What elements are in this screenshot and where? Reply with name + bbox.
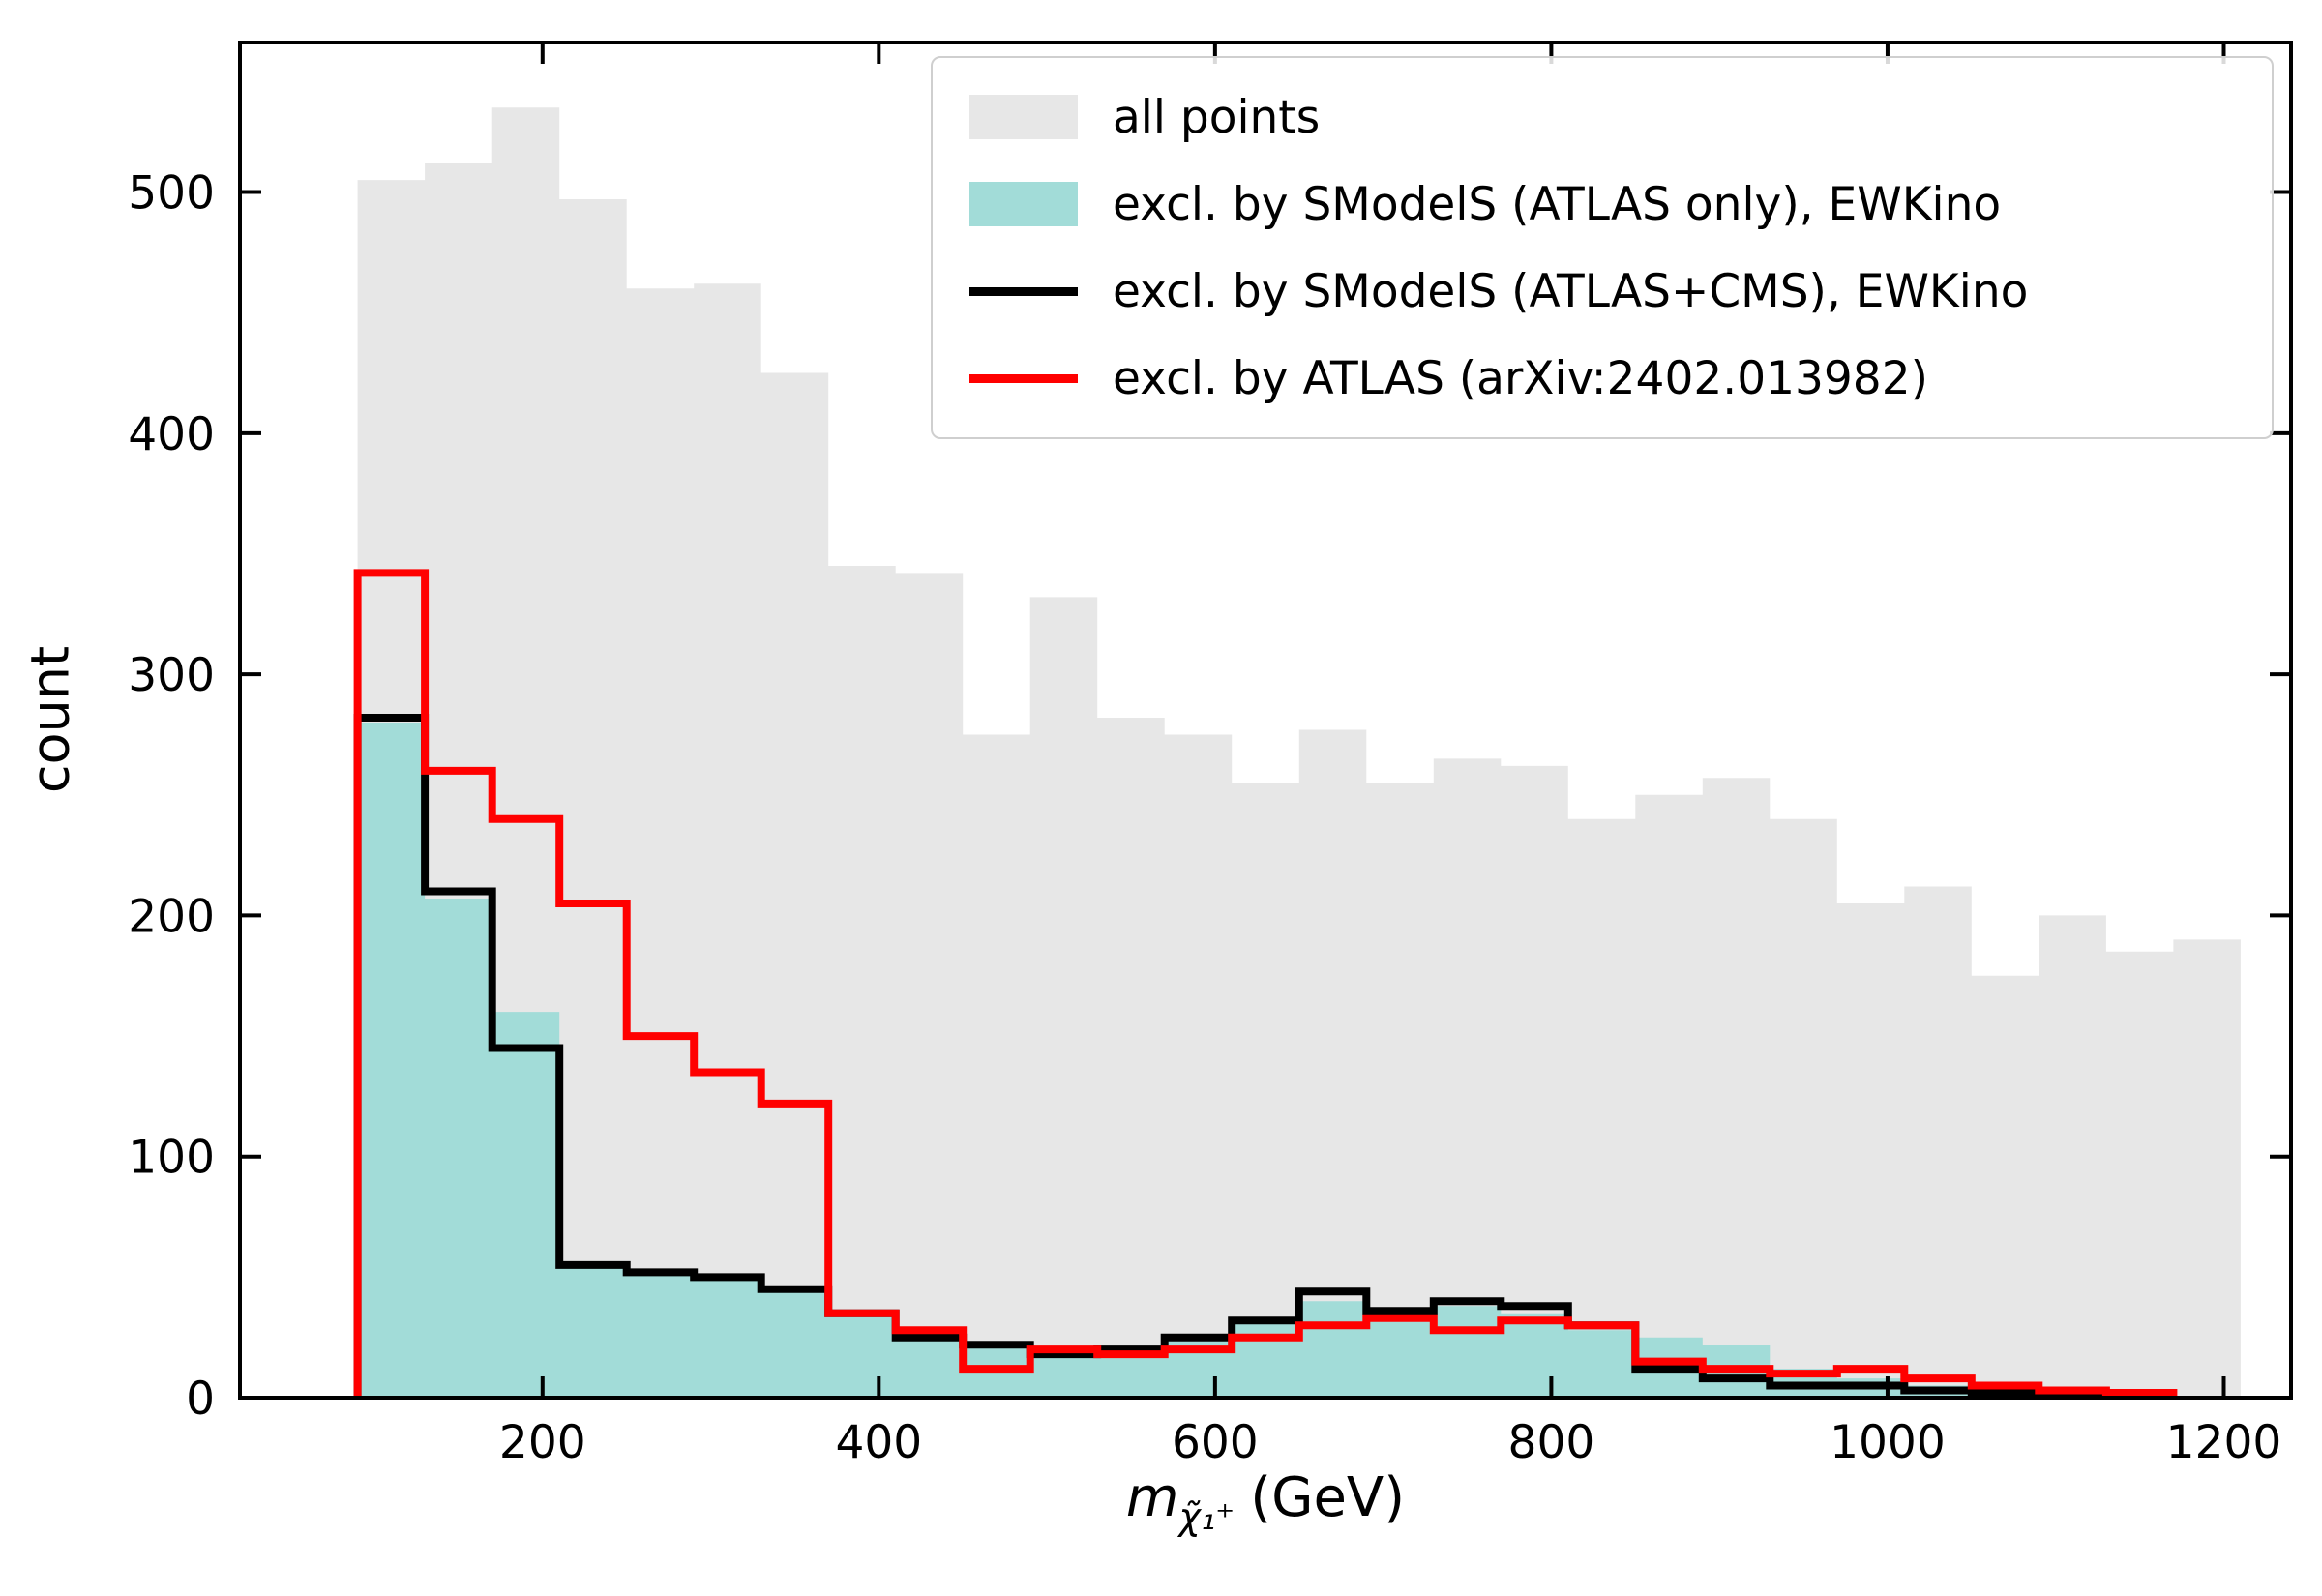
x-axis-label: mχ̃₁⁺ (GeV): [240, 1466, 2291, 1538]
legend-entry-all-points: all points: [969, 81, 2235, 153]
y-tick-label: 100: [128, 1132, 215, 1185]
legend-entry-smodels-atlas-only: excl. by SModelS (ATLAS only), EWKino: [969, 168, 2235, 240]
legend-swatch-smodels-atlas-only: [969, 182, 1078, 226]
x-axis-label-variable: m: [1125, 1466, 1179, 1529]
x-tick-label: 200: [499, 1416, 586, 1469]
y-tick-label: 0: [186, 1373, 215, 1426]
x-tick-label: 1000: [1830, 1416, 1946, 1469]
line-excl-atlas: [353, 569, 2178, 1398]
legend-swatch-all-points: [969, 95, 1078, 139]
y-axis-label: count: [19, 645, 81, 794]
x-axis-label-unit: (GeV): [1250, 1466, 1406, 1529]
x-tick-label: 1200: [2166, 1416, 2282, 1469]
legend-label-atlas-arxiv: excl. by ATLAS (arXiv:2402.013982): [1113, 351, 1928, 405]
x-axis-label-subscript: χ̃₁⁺: [1178, 1495, 1235, 1538]
x-tick-label: 800: [1508, 1416, 1595, 1469]
x-tick-label: 400: [835, 1416, 922, 1469]
legend-entry-atlas-arxiv: excl. by ATLAS (arXiv:2402.013982): [969, 342, 2235, 414]
legend-swatch-smodels-atlas-cms: [969, 286, 1078, 296]
y-tick-label: 200: [128, 890, 215, 943]
legend-swatch-atlas-arxiv: [969, 373, 1078, 383]
y-tick-label: 300: [128, 649, 215, 702]
legend-label-smodels-atlas-cms: excl. by SModelS (ATLAS+CMS), EWKino: [1113, 264, 2029, 318]
y-tick-label: 400: [128, 408, 215, 461]
hist-all-points: [357, 107, 2241, 1398]
y-tick-label: 500: [128, 167, 215, 221]
hist-excl-smodels-atlas-only: [357, 723, 2174, 1398]
x-tick-label: 600: [1172, 1416, 1259, 1469]
legend: all points excl. by SModelS (ATLAS only)…: [931, 56, 2274, 439]
legend-entry-smodels-atlas-cms: excl. by SModelS (ATLAS+CMS), EWKino: [969, 255, 2235, 327]
legend-label-all-points: all points: [1113, 90, 1321, 144]
legend-label-smodels-atlas-only: excl. by SModelS (ATLAS only), EWKino: [1113, 177, 2002, 231]
axes-spines: [238, 41, 2293, 1400]
